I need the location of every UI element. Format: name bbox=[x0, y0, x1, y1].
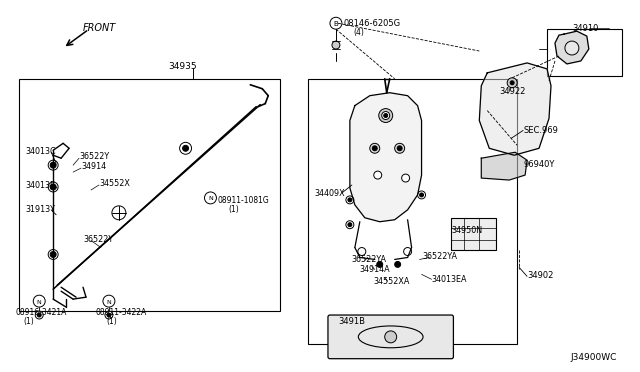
Circle shape bbox=[35, 311, 44, 319]
Circle shape bbox=[385, 331, 397, 343]
Circle shape bbox=[370, 143, 380, 153]
Polygon shape bbox=[555, 31, 589, 64]
Text: 34935: 34935 bbox=[169, 62, 197, 71]
Circle shape bbox=[402, 174, 410, 182]
Circle shape bbox=[180, 142, 191, 154]
Text: 08916-3421A: 08916-3421A bbox=[15, 308, 67, 317]
Text: 36522Y: 36522Y bbox=[79, 152, 109, 161]
Circle shape bbox=[346, 196, 354, 204]
Bar bbox=[19, 79, 280, 311]
Text: SEC.969: SEC.969 bbox=[523, 126, 558, 135]
Polygon shape bbox=[481, 152, 527, 180]
Text: 34910: 34910 bbox=[572, 24, 598, 33]
Text: 34950N: 34950N bbox=[451, 226, 483, 235]
Circle shape bbox=[395, 262, 401, 267]
Text: 31913Y: 31913Y bbox=[26, 205, 55, 214]
Circle shape bbox=[48, 182, 58, 192]
Bar bbox=[547, 29, 621, 76]
Text: 34922: 34922 bbox=[499, 87, 525, 96]
Circle shape bbox=[377, 262, 383, 267]
Circle shape bbox=[332, 41, 340, 49]
Text: (1): (1) bbox=[106, 317, 116, 326]
Circle shape bbox=[50, 251, 56, 257]
Circle shape bbox=[384, 113, 388, 118]
Text: J34900WC: J34900WC bbox=[571, 353, 618, 362]
Circle shape bbox=[565, 41, 579, 55]
Circle shape bbox=[510, 81, 514, 85]
Bar bbox=[451, 218, 496, 250]
Circle shape bbox=[182, 145, 189, 151]
Circle shape bbox=[107, 313, 111, 317]
Text: (1): (1) bbox=[228, 205, 239, 214]
Text: 34552X: 34552X bbox=[99, 179, 130, 188]
Circle shape bbox=[50, 162, 56, 168]
Text: 34013EA: 34013EA bbox=[431, 275, 467, 284]
Circle shape bbox=[48, 250, 58, 259]
Text: N: N bbox=[106, 299, 111, 305]
Circle shape bbox=[105, 311, 113, 319]
Text: 3491B: 3491B bbox=[338, 317, 365, 326]
Text: 36522YA: 36522YA bbox=[352, 256, 387, 264]
Text: B: B bbox=[333, 21, 339, 27]
Circle shape bbox=[420, 193, 424, 197]
Circle shape bbox=[381, 112, 390, 119]
Text: 36522YA: 36522YA bbox=[422, 253, 458, 262]
FancyBboxPatch shape bbox=[328, 315, 453, 359]
Text: 34409X: 34409X bbox=[314, 189, 345, 198]
Text: N: N bbox=[208, 196, 213, 201]
Polygon shape bbox=[350, 93, 422, 222]
Circle shape bbox=[348, 223, 352, 227]
Circle shape bbox=[417, 191, 426, 199]
Circle shape bbox=[379, 109, 393, 122]
Text: 34552XA: 34552XA bbox=[374, 277, 410, 286]
Text: 34914: 34914 bbox=[81, 162, 106, 171]
Circle shape bbox=[348, 198, 352, 202]
Polygon shape bbox=[479, 63, 551, 155]
Circle shape bbox=[397, 146, 402, 151]
Circle shape bbox=[50, 184, 56, 190]
Text: (1): (1) bbox=[23, 317, 34, 326]
Text: 96940Y: 96940Y bbox=[523, 160, 554, 169]
Text: 34902: 34902 bbox=[527, 271, 554, 280]
Circle shape bbox=[346, 221, 354, 229]
Circle shape bbox=[395, 143, 404, 153]
Text: (4): (4) bbox=[354, 28, 365, 37]
Text: 08146-6205G: 08146-6205G bbox=[344, 19, 401, 28]
Circle shape bbox=[507, 78, 517, 88]
Text: N: N bbox=[37, 299, 42, 305]
Circle shape bbox=[374, 171, 381, 179]
Text: 34013C: 34013C bbox=[26, 147, 56, 156]
Circle shape bbox=[37, 313, 41, 317]
Text: 34914A: 34914A bbox=[360, 265, 390, 275]
Circle shape bbox=[112, 206, 126, 220]
Text: FRONT: FRONT bbox=[83, 23, 116, 33]
Circle shape bbox=[48, 160, 58, 170]
Circle shape bbox=[372, 146, 377, 151]
Text: 36522Y: 36522Y bbox=[83, 235, 113, 244]
Bar bbox=[308, 79, 517, 344]
Text: 08911-3422A: 08911-3422A bbox=[96, 308, 147, 317]
Text: 34013E: 34013E bbox=[26, 181, 55, 190]
Text: 08911-1081G: 08911-1081G bbox=[218, 196, 269, 205]
